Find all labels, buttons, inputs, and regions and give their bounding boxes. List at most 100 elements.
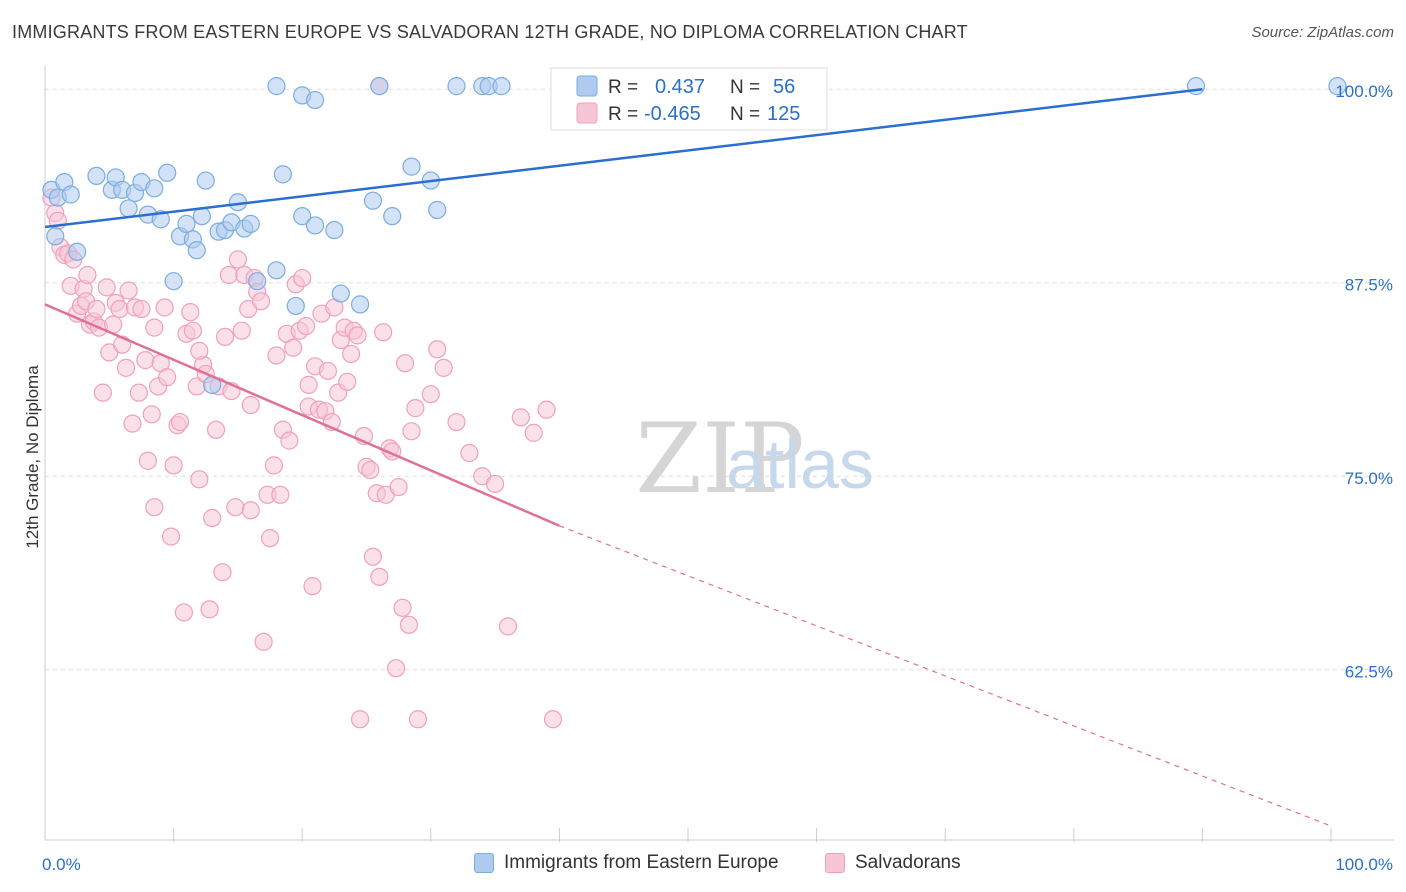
point-eastern-europe	[325, 220, 344, 240]
point-salvadorans	[219, 265, 238, 285]
point-salvadorans	[145, 498, 164, 517]
x-tick-label: 100.0%	[1335, 855, 1393, 874]
point-eastern-europe	[305, 90, 325, 110]
point-salvadorans	[241, 501, 260, 520]
point-salvadorans	[293, 268, 312, 288]
point-eastern-europe	[241, 214, 260, 233]
point-eastern-europe	[267, 77, 286, 96]
point-eastern-europe	[363, 191, 383, 210]
point-salvadorans	[226, 498, 245, 517]
point-eastern-europe	[447, 77, 466, 96]
point-eastern-europe	[1328, 77, 1347, 96]
point-salvadorans	[537, 400, 556, 419]
point-salvadorans	[299, 375, 318, 394]
y-tick-label: 75.0%	[1345, 469, 1393, 488]
point-eastern-europe	[273, 165, 293, 184]
watermark-atlas: atlas	[726, 425, 874, 503]
point-salvadorans	[110, 299, 129, 319]
legend-n-label-blue: N =	[730, 77, 760, 98]
point-salvadorans	[161, 527, 181, 546]
point-salvadorans	[119, 281, 138, 300]
legend-bottom: Immigrants from Eastern Europe Salvadora…	[0, 852, 1406, 878]
point-eastern-europe	[492, 77, 511, 96]
point-salvadorans	[406, 399, 425, 418]
y-tick-label: 62.5%	[1345, 663, 1393, 682]
legend-swatch-blue	[474, 853, 494, 873]
point-salvadorans	[145, 318, 164, 337]
point-salvadorans	[393, 598, 412, 617]
point-eastern-europe	[267, 261, 286, 280]
point-salvadorans	[280, 431, 299, 450]
point-salvadorans	[200, 600, 219, 619]
point-salvadorans	[138, 451, 157, 470]
point-salvadorans	[267, 346, 286, 365]
point-salvadorans	[511, 408, 530, 427]
point-eastern-europe	[286, 296, 305, 316]
legend-r-value-pink: -0.465	[644, 103, 701, 125]
point-salvadorans	[142, 405, 161, 424]
point-salvadorans	[370, 567, 389, 586]
point-salvadorans	[421, 385, 440, 404]
point-salvadorans	[408, 710, 428, 729]
point-eastern-europe	[293, 207, 312, 226]
point-salvadorans	[251, 292, 271, 311]
point-salvadorans	[374, 323, 393, 342]
point-eastern-europe	[177, 214, 196, 233]
point-eastern-europe	[158, 163, 177, 182]
point-salvadorans	[434, 358, 453, 377]
watermark-zip: ZIP	[635, 403, 804, 515]
legend-item-salvadorans[interactable]: Salvadorans	[825, 852, 961, 874]
point-salvadorans	[174, 603, 193, 622]
y-tick-label: 87.5%	[1345, 276, 1393, 295]
point-salvadorans	[155, 298, 174, 317]
series-eastern-europe	[42, 77, 1347, 394]
point-salvadorans	[486, 474, 505, 494]
point-eastern-europe	[331, 284, 350, 303]
point-eastern-europe	[119, 199, 138, 218]
point-salvadorans	[428, 340, 447, 359]
point-eastern-europe	[1186, 77, 1206, 96]
point-salvadorans	[350, 710, 370, 729]
point-salvadorans	[264, 456, 284, 475]
point-salvadorans	[338, 372, 357, 391]
point-salvadorans	[524, 423, 543, 442]
point-salvadorans	[170, 412, 190, 432]
point-salvadorans	[399, 615, 419, 634]
legend-r-label-blue: R =	[608, 77, 638, 98]
y-axis-label: 12th Grade, No Diploma	[23, 365, 42, 549]
tick-labels: 100.0% 87.5% 75.0% 62.5% 0.0% 100.0%	[42, 82, 1393, 874]
legend-n-label-pink: N =	[730, 104, 760, 125]
legend-item-eastern-europe[interactable]: Immigrants from Eastern Europe	[474, 852, 779, 874]
point-salvadorans	[543, 710, 563, 729]
point-salvadorans	[136, 351, 155, 370]
point-salvadorans	[241, 395, 260, 415]
point-salvadorans	[213, 563, 232, 582]
legend-swatch-pink	[825, 853, 845, 873]
point-eastern-europe	[305, 216, 325, 235]
point-salvadorans	[460, 443, 479, 463]
point-salvadorans	[97, 278, 116, 297]
point-salvadorans	[228, 250, 247, 269]
point-salvadorans	[284, 338, 303, 357]
point-eastern-europe	[151, 210, 170, 229]
point-eastern-europe	[402, 157, 421, 176]
point-salvadorans	[129, 383, 148, 402]
point-salvadorans	[232, 321, 251, 340]
point-salvadorans	[87, 299, 106, 319]
point-salvadorans	[318, 361, 338, 381]
point-salvadorans	[78, 265, 97, 285]
point-eastern-europe	[248, 272, 267, 291]
point-eastern-europe	[428, 200, 447, 220]
point-eastern-europe	[383, 207, 402, 226]
point-salvadorans	[203, 508, 222, 528]
point-salvadorans	[498, 617, 518, 636]
grid-lines	[45, 88, 1391, 671]
x-tick-label: 0.0%	[42, 855, 81, 874]
legend-r-label-pink: R =	[608, 104, 638, 125]
legend-label-eastern-europe: Immigrants from Eastern Europe	[504, 852, 779, 873]
point-salvadorans	[93, 383, 112, 402]
point-eastern-europe	[187, 241, 206, 260]
point-salvadorans	[303, 577, 322, 596]
point-salvadorans	[190, 341, 209, 360]
